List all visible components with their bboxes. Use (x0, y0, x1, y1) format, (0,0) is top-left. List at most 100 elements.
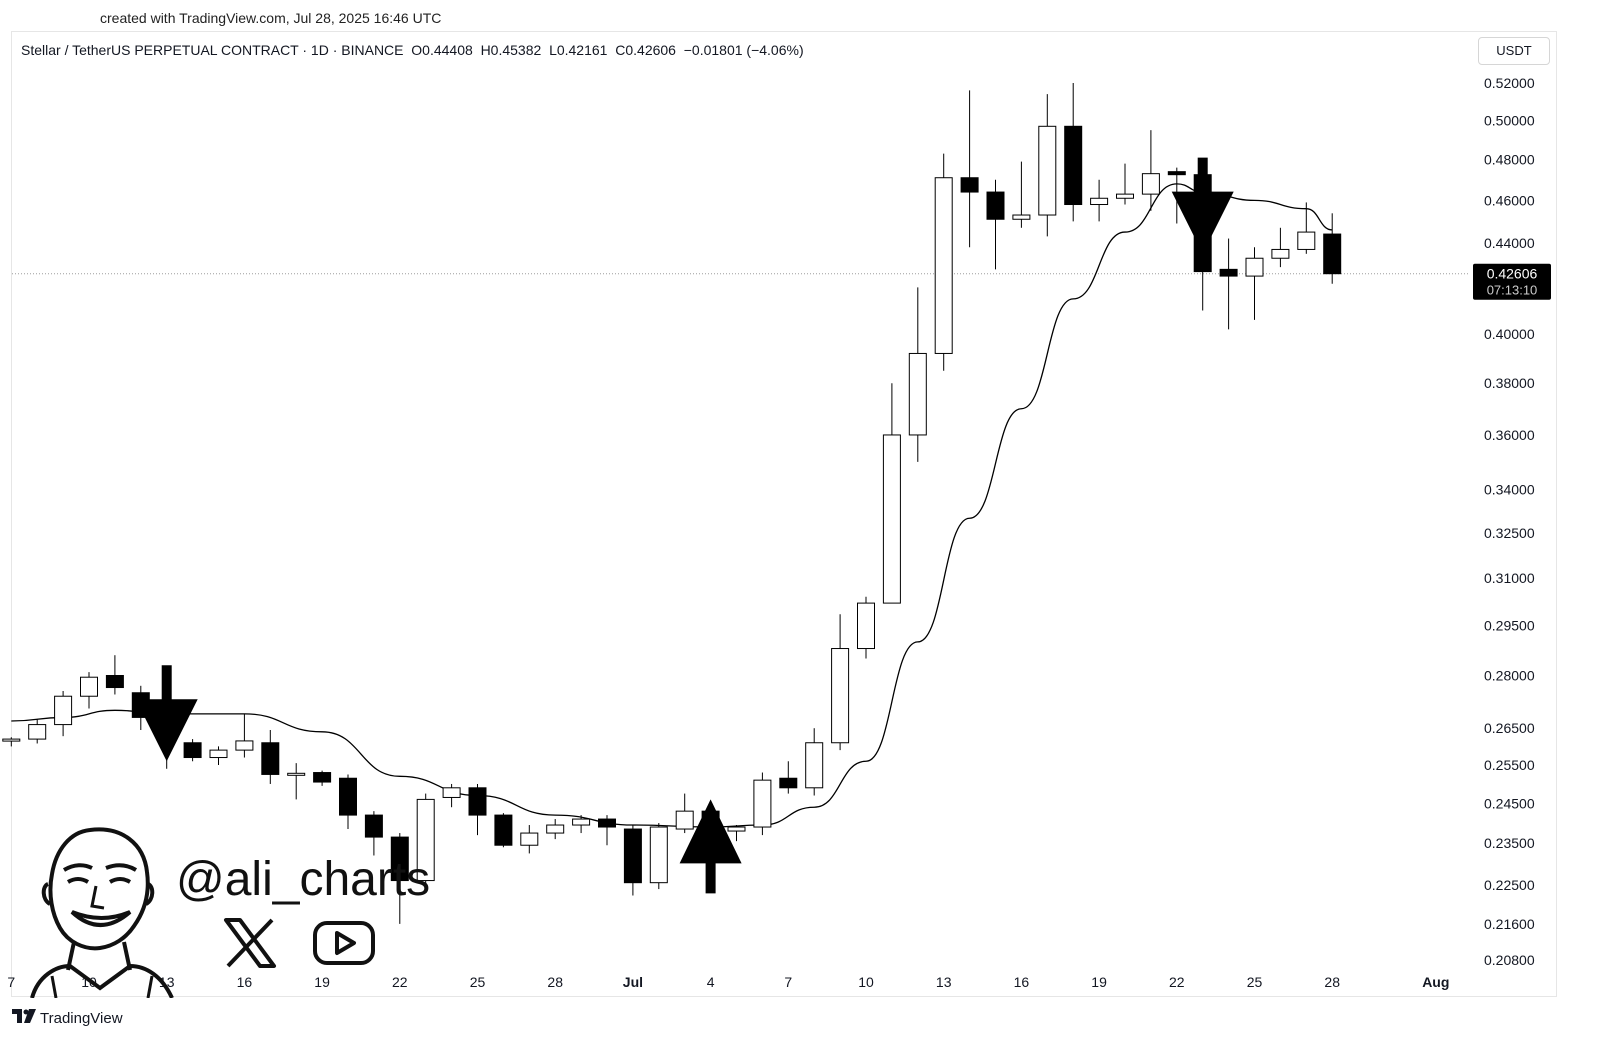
y-tick-label: 0.40000 (1484, 326, 1535, 342)
candle (1090, 179, 1109, 222)
candle (105, 655, 124, 695)
x-logo-icon (222, 918, 278, 973)
candle (649, 823, 668, 890)
candle-body (986, 191, 1005, 220)
candle (390, 833, 409, 924)
candle-body (390, 836, 409, 882)
candle (1064, 83, 1083, 222)
candle-body (934, 177, 953, 354)
candles (2, 83, 1342, 924)
candle (675, 793, 694, 834)
ma-line-path (11, 183, 1333, 828)
candle (261, 730, 280, 784)
y-tick-label: 0.29500 (1484, 618, 1535, 634)
candle (1012, 161, 1031, 228)
candle-body (857, 602, 875, 650)
candle (339, 774, 357, 830)
candle (235, 713, 254, 758)
candle-body (235, 740, 254, 751)
x-tick-label: Aug (1422, 974, 1449, 990)
candle-body (1167, 171, 1186, 176)
ohlc-low: L0.42161 (549, 42, 608, 58)
candle-body (779, 777, 798, 789)
x-tick-label: 13 (936, 974, 952, 990)
x-tick-label: 7 (784, 974, 792, 990)
candle-body (1090, 197, 1109, 206)
candle (183, 739, 202, 762)
candle-body (28, 724, 47, 740)
candle (857, 596, 875, 659)
chart-frame (11, 31, 1557, 997)
y-tick-label: 0.26500 (1484, 720, 1535, 736)
x-tick-label: 16 (237, 974, 253, 990)
moving-average-line (11, 183, 1333, 828)
footer-brand-label: TradingView (40, 1009, 123, 1027)
y-tick-label: 0.23500 (1484, 835, 1535, 851)
candle-body (1012, 214, 1031, 220)
candle-body (261, 742, 280, 775)
candle-body (1271, 248, 1290, 259)
candle-body (1219, 268, 1238, 277)
candle (1245, 247, 1264, 320)
candle (1323, 213, 1342, 284)
candle-body (546, 824, 565, 834)
candle (623, 825, 642, 896)
candle (779, 761, 798, 794)
candle (805, 728, 824, 796)
candle (908, 287, 927, 462)
x-tick-label: 19 (314, 974, 330, 990)
candle (364, 811, 383, 856)
arrow-down-annotation (1171, 157, 1234, 254)
y-tick-label: 0.48000 (1484, 152, 1535, 168)
candle-body (649, 826, 668, 884)
candle (960, 90, 979, 248)
x-tick-label: 7 (7, 974, 15, 990)
y-tick-label: 0.36000 (1484, 427, 1535, 443)
y-tick-label: 0.34000 (1484, 482, 1535, 498)
x-tick-label: 28 (547, 974, 563, 990)
candle-body (623, 828, 642, 884)
candle-body (442, 787, 461, 798)
x-tick-label: 22 (1169, 974, 1185, 990)
annotation-arrows (135, 157, 1234, 894)
chart-header: Stellar / TetherUS PERPETUAL CONTRACT · … (21, 42, 804, 58)
candle-body (80, 676, 98, 697)
ohlc-close: C0.42606 (615, 42, 676, 58)
candle-body (805, 742, 824, 789)
candle-body (105, 674, 124, 689)
candle (313, 770, 332, 786)
footer-brand[interactable]: TradingView (12, 1009, 123, 1027)
candle-body (287, 772, 306, 776)
candle (54, 691, 73, 737)
candle (468, 783, 487, 836)
candle-body (960, 177, 979, 193)
candle (546, 819, 565, 840)
candle-body (675, 810, 694, 830)
candle-body (209, 749, 228, 759)
x-tick-label: 25 (470, 974, 486, 990)
candle (80, 672, 98, 709)
candle (520, 825, 539, 854)
x-tick-label: 28 (1324, 974, 1340, 990)
ohlc-open: O0.44408 (411, 42, 473, 58)
y-tick-label: 0.20800 (1484, 952, 1535, 968)
candle-body (1323, 233, 1342, 275)
candle-body (416, 798, 435, 882)
y-tick-label: 0.44000 (1484, 235, 1535, 251)
candle (1116, 163, 1134, 205)
symbol-title[interactable]: Stellar / TetherUS PERPETUAL CONTRACT · … (21, 42, 404, 58)
candle (753, 772, 772, 836)
y-tick-label: 0.38000 (1484, 375, 1535, 391)
candle-body (1064, 125, 1083, 206)
candle (831, 614, 850, 751)
candle (572, 815, 591, 834)
x-tick-label: 22 (392, 974, 408, 990)
candle-body (1116, 193, 1134, 199)
candle-body (54, 695, 73, 726)
candle (727, 825, 746, 842)
candle-body (572, 818, 591, 826)
currency-selector[interactable]: USDT (1478, 37, 1550, 65)
candle (598, 815, 616, 846)
